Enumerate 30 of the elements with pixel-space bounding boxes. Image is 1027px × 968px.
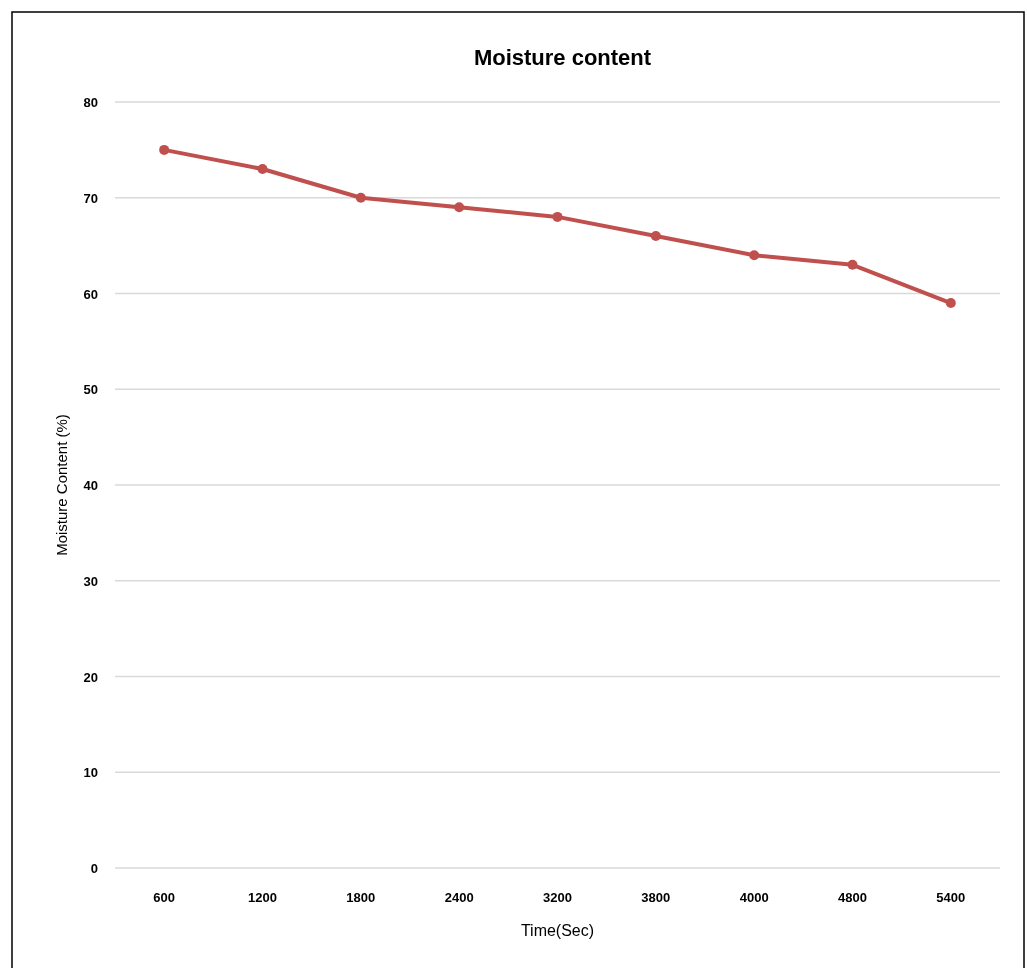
x-tick-label: 3200 bbox=[543, 890, 572, 905]
y-tick-label: 80 bbox=[83, 95, 98, 110]
point bbox=[749, 250, 760, 261]
point bbox=[847, 259, 858, 270]
y-tick-label: 50 bbox=[83, 382, 98, 398]
point bbox=[454, 202, 465, 213]
point bbox=[945, 298, 956, 309]
chart-title: Moisture content bbox=[473, 45, 652, 70]
x-tick-label: 600 bbox=[153, 890, 176, 905]
x-tick-label: 3800 bbox=[641, 890, 671, 905]
y-tick-label: 70 bbox=[83, 190, 98, 206]
y-tick-label: 40 bbox=[83, 478, 98, 493]
x-tick-label: 2400 bbox=[444, 890, 474, 905]
point bbox=[159, 144, 170, 155]
point bbox=[552, 211, 563, 222]
y-axis-title: Moisture Content (%) bbox=[53, 414, 70, 556]
x-tick-label: 1200 bbox=[248, 890, 277, 905]
y-tick-label: 30 bbox=[83, 573, 98, 589]
x-tick-label: 5400 bbox=[936, 890, 966, 905]
point bbox=[650, 231, 661, 242]
x-tick-label: 1800 bbox=[346, 890, 376, 905]
point bbox=[355, 192, 366, 203]
x-tick-label: 4800 bbox=[838, 890, 867, 905]
point bbox=[257, 164, 268, 175]
x-axis-title: Time(Sec) bbox=[520, 922, 595, 939]
y-tick-label: 0 bbox=[90, 861, 98, 876]
x-tick-label: 4000 bbox=[739, 890, 769, 905]
y-tick-label: 10 bbox=[83, 765, 98, 781]
y-tick-label: 20 bbox=[83, 669, 98, 685]
y-tick-label: 60 bbox=[83, 286, 98, 302]
